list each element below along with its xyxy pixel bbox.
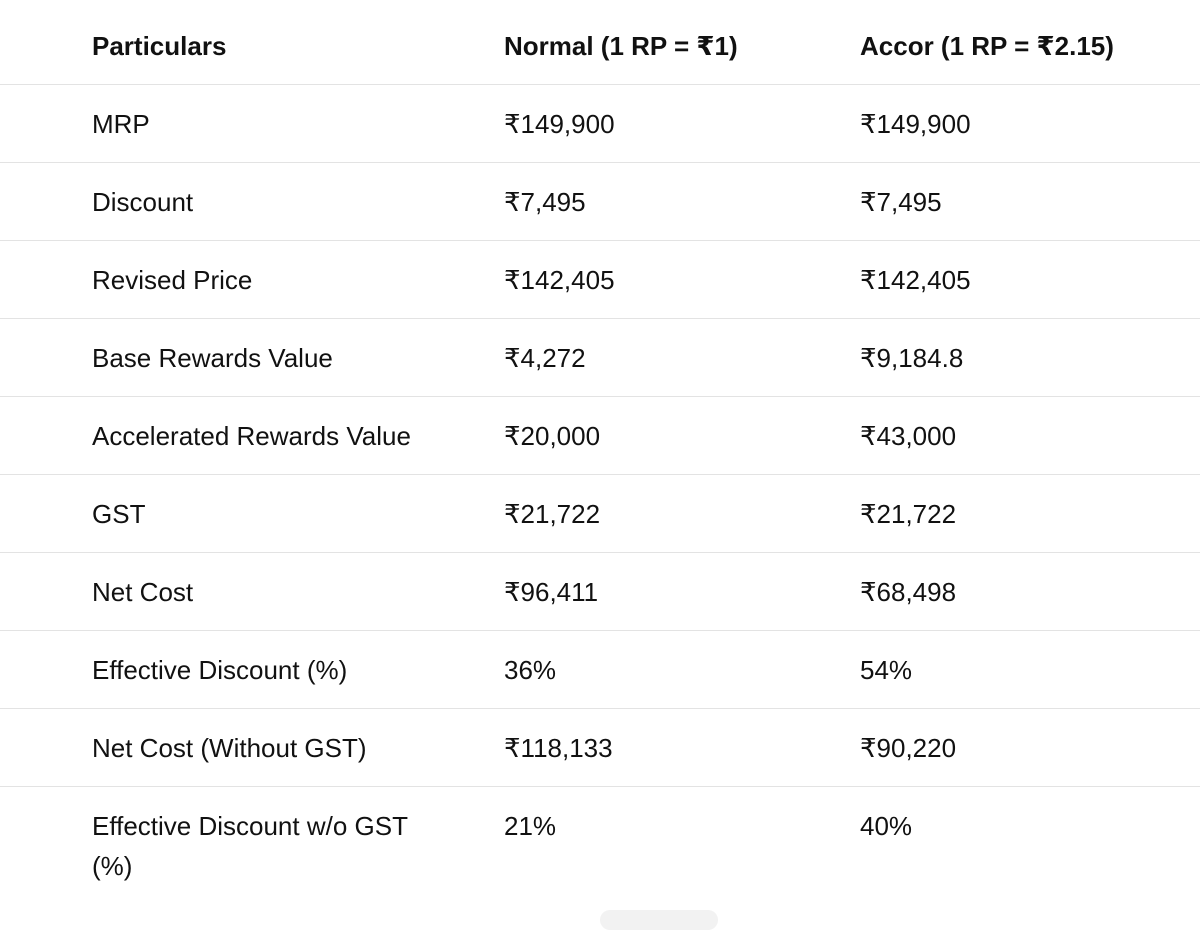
table-cell: ₹21,722 <box>860 499 957 529</box>
table-cell: Base Rewards Value <box>92 343 333 373</box>
table-cell: ₹149,900 <box>860 109 971 139</box>
table-row: Effective Discount (%) 36% 54% <box>0 631 1200 709</box>
table-cell: ₹20,000 <box>504 421 601 451</box>
table-cell: ₹9,184.8 <box>860 343 964 373</box>
table-row: Effective Discount w/o GST (%) 21% 40% <box>0 787 1200 886</box>
table-cell: Discount <box>92 187 194 217</box>
table-cell: ₹68,498 <box>860 577 957 607</box>
header-cell: Normal (1 RP = ₹1) <box>504 31 738 61</box>
table-cell: ₹4,272 <box>504 343 586 373</box>
table-cell: ₹43,000 <box>860 421 957 451</box>
table-row: Revised Price ₹142,405 ₹142,405 <box>0 241 1200 319</box>
table-cell: GST <box>92 499 146 529</box>
header-cell: Accor (1 RP = ₹2.15) <box>860 31 1114 61</box>
table-cell: ₹142,405 <box>860 265 971 295</box>
table-row: Accelerated Rewards Value ₹20,000 ₹43,000 <box>0 397 1200 475</box>
scroll-hint <box>600 910 718 930</box>
table-cell: 21% <box>504 811 557 841</box>
table-cell: Revised Price <box>92 265 253 295</box>
table-cell: 54% <box>860 655 913 685</box>
table-cell: ₹90,220 <box>860 733 957 763</box>
header-row: Particulars Normal (1 RP = ₹1) Accor (1 RP… <box>0 0 1200 85</box>
table-cell: ₹21,722 <box>504 499 601 529</box>
comparison-table: Particulars Normal (1 RP = ₹1) Accor (1 RP… <box>0 0 1200 886</box>
table-cell: Net Cost (Without GST) <box>92 733 367 763</box>
table-cell: ₹149,900 <box>504 109 615 139</box>
table-row: Base Rewards Value ₹4,272 ₹9,184.8 <box>0 319 1200 397</box>
table-row: GST ₹21,722 ₹21,722 <box>0 475 1200 553</box>
table-row: MRP ₹149,900 ₹149,900 <box>0 85 1200 163</box>
table-cell: ₹7,495 <box>860 187 942 217</box>
table-cell: 40% <box>860 811 913 841</box>
table-cell: Net Cost <box>92 577 194 607</box>
table-row: Net Cost (Without GST) ₹118,133 ₹90,220 <box>0 709 1200 787</box>
table-cell: Accelerated Rewards Value <box>92 421 411 451</box>
table-cell: 36% <box>504 655 557 685</box>
table-row: Net Cost ₹96,411 ₹68,498 <box>0 553 1200 631</box>
header-cell: Particulars <box>92 31 227 61</box>
table-cell: ₹142,405 <box>504 265 615 295</box>
table-cell: Effective Discount w/o GST (%) <box>92 811 408 881</box>
table-cell: ₹96,411 <box>504 577 599 607</box>
table-cell: ₹7,495 <box>504 187 586 217</box>
table-row: Discount ₹7,495 ₹7,495 <box>0 163 1200 241</box>
table-cell: Effective Discount (%) <box>92 655 348 685</box>
table-cell: ₹118,133 <box>504 733 613 763</box>
table-cell: MRP <box>92 109 150 139</box>
